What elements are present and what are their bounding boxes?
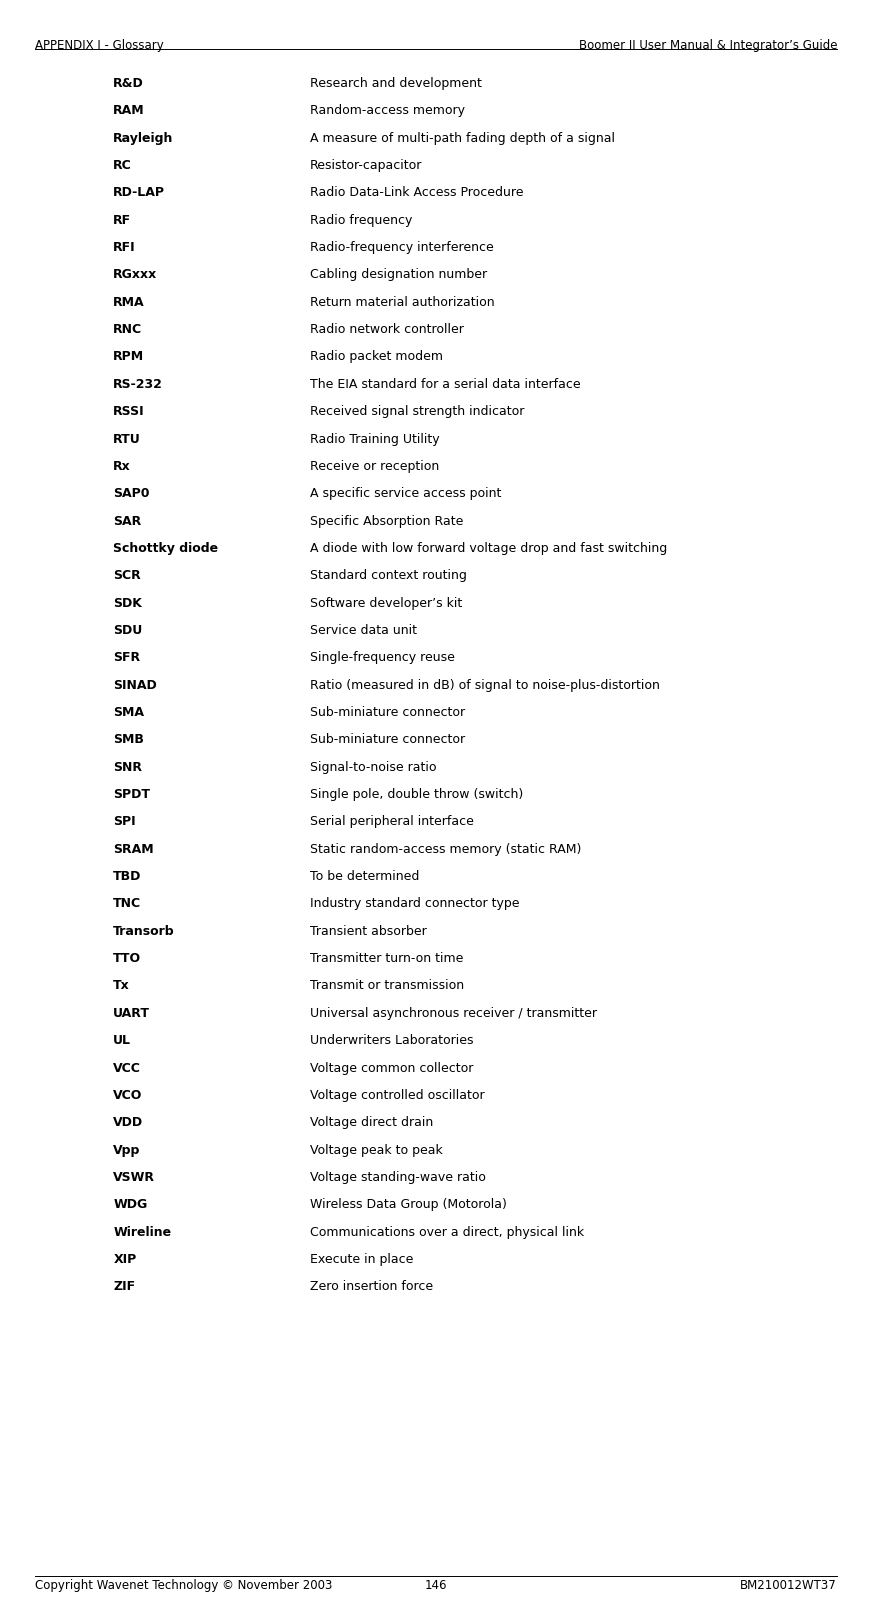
Text: Radio network controller: Radio network controller (310, 322, 463, 337)
Text: SAP0: SAP0 (113, 488, 150, 500)
Text: SNR: SNR (113, 760, 142, 773)
Text: RSSI: RSSI (113, 406, 145, 419)
Text: A measure of multi-path fading depth of a signal: A measure of multi-path fading depth of … (310, 132, 615, 144)
Text: RC: RC (113, 159, 133, 172)
Text: Universal asynchronous receiver / transmitter: Universal asynchronous receiver / transm… (310, 1007, 596, 1020)
Text: Tx: Tx (113, 980, 130, 993)
Text: RMA: RMA (113, 295, 145, 310)
Text: The EIA standard for a serial data interface: The EIA standard for a serial data inter… (310, 379, 580, 391)
Text: Return material authorization: Return material authorization (310, 295, 494, 310)
Text: RD-LAP: RD-LAP (113, 186, 166, 199)
Text: A diode with low forward voltage drop and fast switching: A diode with low forward voltage drop an… (310, 542, 667, 555)
Text: Communications over a direct, physical link: Communications over a direct, physical l… (310, 1225, 583, 1238)
Text: SMA: SMA (113, 706, 145, 719)
Text: Single pole, double throw (switch): Single pole, double throw (switch) (310, 788, 523, 800)
Text: Receive or reception: Receive or reception (310, 460, 439, 473)
Text: SPDT: SPDT (113, 788, 150, 800)
Text: Single-frequency reuse: Single-frequency reuse (310, 651, 454, 664)
Text: Transmitter turn-on time: Transmitter turn-on time (310, 953, 463, 966)
Text: 146: 146 (425, 1578, 447, 1593)
Text: Voltage standing-wave ratio: Voltage standing-wave ratio (310, 1171, 486, 1184)
Text: TNC: TNC (113, 898, 141, 911)
Text: Radio frequency: Radio frequency (310, 213, 412, 226)
Text: Signal-to-noise ratio: Signal-to-noise ratio (310, 760, 436, 773)
Text: Radio packet modem: Radio packet modem (310, 351, 443, 364)
Text: SFR: SFR (113, 651, 140, 664)
Text: Transient absorber: Transient absorber (310, 926, 426, 938)
Text: RFI: RFI (113, 241, 136, 253)
Text: VDD: VDD (113, 1116, 144, 1129)
Text: RF: RF (113, 213, 132, 226)
Text: Industry standard connector type: Industry standard connector type (310, 898, 519, 911)
Text: Research and development: Research and development (310, 77, 481, 90)
Text: Radio Data-Link Access Procedure: Radio Data-Link Access Procedure (310, 186, 523, 199)
Text: SCR: SCR (113, 569, 141, 582)
Text: UL: UL (113, 1035, 132, 1047)
Text: Radio-frequency interference: Radio-frequency interference (310, 241, 494, 253)
Text: TTO: TTO (113, 953, 141, 966)
Text: UART: UART (113, 1007, 150, 1020)
Text: Static random-access memory (static RAM): Static random-access memory (static RAM) (310, 842, 581, 857)
Text: Zero insertion force: Zero insertion force (310, 1280, 433, 1293)
Text: Voltage direct drain: Voltage direct drain (310, 1116, 433, 1129)
Text: Specific Absorption Rate: Specific Absorption Rate (310, 515, 463, 528)
Text: SINAD: SINAD (113, 678, 157, 691)
Text: Sub-miniature connector: Sub-miniature connector (310, 733, 465, 746)
Text: Radio Training Utility: Radio Training Utility (310, 433, 439, 446)
Text: RGxxx: RGxxx (113, 268, 158, 281)
Text: RPM: RPM (113, 351, 145, 364)
Text: BM210012WT37: BM210012WT37 (740, 1578, 837, 1593)
Text: A specific service access point: A specific service access point (310, 488, 501, 500)
Text: WDG: WDG (113, 1198, 147, 1211)
Text: SPI: SPI (113, 815, 136, 828)
Text: VCC: VCC (113, 1062, 141, 1075)
Text: Voltage peak to peak: Voltage peak to peak (310, 1144, 442, 1156)
Text: Voltage controlled oscillator: Voltage controlled oscillator (310, 1089, 484, 1102)
Text: Received signal strength indicator: Received signal strength indicator (310, 406, 524, 419)
Text: Rx: Rx (113, 460, 131, 473)
Text: SAR: SAR (113, 515, 141, 528)
Text: RAM: RAM (113, 104, 145, 117)
Text: RNC: RNC (113, 322, 142, 337)
Text: APPENDIX I - Glossary: APPENDIX I - Glossary (35, 40, 164, 53)
Text: Sub-miniature connector: Sub-miniature connector (310, 706, 465, 719)
Text: Execute in place: Execute in place (310, 1253, 413, 1266)
Text: Wireless Data Group (Motorola): Wireless Data Group (Motorola) (310, 1198, 507, 1211)
Text: Rayleigh: Rayleigh (113, 132, 174, 144)
Text: SRAM: SRAM (113, 842, 154, 857)
Text: Serial peripheral interface: Serial peripheral interface (310, 815, 473, 828)
Text: Voltage common collector: Voltage common collector (310, 1062, 473, 1075)
Text: ZIF: ZIF (113, 1280, 135, 1293)
Text: To be determined: To be determined (310, 869, 419, 884)
Text: SDK: SDK (113, 597, 142, 610)
Text: Transorb: Transorb (113, 926, 175, 938)
Text: Ratio (measured in dB) of signal to noise-plus-distortion: Ratio (measured in dB) of signal to nois… (310, 678, 659, 691)
Text: Random-access memory: Random-access memory (310, 104, 465, 117)
Text: R&D: R&D (113, 77, 144, 90)
Text: Underwriters Laboratories: Underwriters Laboratories (310, 1035, 473, 1047)
Text: Transmit or transmission: Transmit or transmission (310, 980, 464, 993)
Text: Resistor-capacitor: Resistor-capacitor (310, 159, 422, 172)
Text: Copyright Wavenet Technology © November 2003: Copyright Wavenet Technology © November … (35, 1578, 332, 1593)
Text: Cabling designation number: Cabling designation number (310, 268, 487, 281)
Text: SDU: SDU (113, 624, 143, 637)
Text: Software developer’s kit: Software developer’s kit (310, 597, 462, 610)
Text: XIP: XIP (113, 1253, 137, 1266)
Text: Standard context routing: Standard context routing (310, 569, 467, 582)
Text: Schottky diode: Schottky diode (113, 542, 219, 555)
Text: Boomer II User Manual & Integrator’s Guide: Boomer II User Manual & Integrator’s Gui… (579, 40, 837, 53)
Text: VSWR: VSWR (113, 1171, 155, 1184)
Text: RTU: RTU (113, 433, 141, 446)
Text: TBD: TBD (113, 869, 142, 884)
Text: Service data unit: Service data unit (310, 624, 417, 637)
Text: SMB: SMB (113, 733, 144, 746)
Text: VCO: VCO (113, 1089, 143, 1102)
Text: RS-232: RS-232 (113, 379, 163, 391)
Text: Wireline: Wireline (113, 1225, 172, 1238)
Text: Vpp: Vpp (113, 1144, 140, 1156)
